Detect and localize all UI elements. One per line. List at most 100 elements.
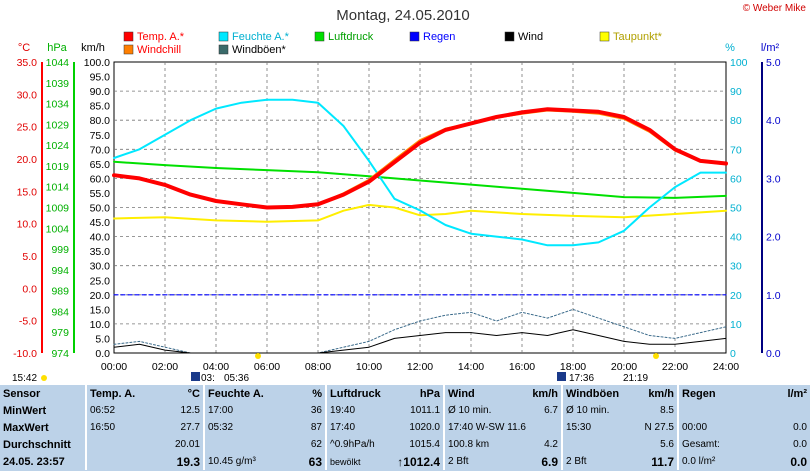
stats-cell: 00:00 bbox=[677, 419, 742, 436]
marker-time-3: 21:19 bbox=[623, 373, 648, 384]
stats-cell: 20.01 bbox=[174, 439, 200, 450]
press-tick-label: 1034 bbox=[46, 99, 70, 111]
stats-panel: Sensor Temp. A. °C Feuchte A. % Luftdruc… bbox=[0, 385, 810, 471]
stats-cell: 6.9 bbox=[541, 454, 558, 469]
wind-tick-label: 45.0 bbox=[90, 217, 111, 229]
series-line-windben bbox=[113, 308, 727, 354]
marker-time-sunrise: 15:42 bbox=[12, 373, 37, 384]
x-tick-label: 14:00 bbox=[458, 361, 484, 373]
sun-icon-left bbox=[41, 375, 47, 381]
stats-cell: 87 bbox=[310, 422, 322, 433]
stats-cell: 0.0 bbox=[790, 454, 807, 469]
stats-cell: 27.7 bbox=[180, 422, 200, 433]
wind-axis-header: km/h bbox=[81, 42, 105, 54]
stats-row-avg: Durchschnitt 20.01 62 ^0.9hPa/h 1015.4 1… bbox=[0, 436, 810, 453]
wind-tick-label: 80.0 bbox=[90, 115, 111, 127]
stats-cell: bewölkt bbox=[325, 453, 392, 470]
wind-tick-label: 40.0 bbox=[90, 232, 111, 244]
stats-cell: 6.7 bbox=[544, 405, 558, 416]
wind-tick-label: 0.0 bbox=[95, 348, 110, 360]
rain-tick-label: 1.0 bbox=[766, 290, 781, 302]
wind-tick-label: 50.0 bbox=[90, 203, 111, 215]
stats-header-cell: Windböen bbox=[561, 385, 628, 402]
stats-cell: 0.0 l/m² bbox=[677, 453, 742, 470]
temp-tick-label: 25.0 bbox=[17, 122, 38, 134]
stats-cell: 62 bbox=[310, 439, 322, 450]
legend: Temp. A.*Windchill Feuchte A.*Windböen* Lu… bbox=[123, 31, 663, 56]
temp-tick-label: 20.0 bbox=[17, 154, 38, 166]
stats-cell bbox=[742, 402, 810, 419]
stats-header-cell: Feuchte A. bbox=[203, 385, 276, 402]
stats-cell bbox=[85, 453, 156, 470]
press-tick-label: 1019 bbox=[46, 161, 70, 173]
press-tick-label: 984 bbox=[51, 306, 69, 318]
wind-tick-label: 100.0 bbox=[84, 57, 110, 69]
rain-tick-label: 3.0 bbox=[766, 173, 781, 185]
wind-tick-label: 10.0 bbox=[90, 319, 111, 331]
x-tick-label: 02:00 bbox=[152, 361, 178, 373]
hum-tick-label: 70 bbox=[730, 144, 742, 156]
x-tick-label: 04:00 bbox=[203, 361, 229, 373]
rain-tick-label: 2.0 bbox=[766, 232, 781, 244]
stats-header-row: Sensor Temp. A. °C Feuchte A. % Luftdruc… bbox=[0, 385, 810, 402]
press-tick-label: 1009 bbox=[46, 203, 70, 215]
wind-tick-label: 95.0 bbox=[90, 72, 111, 84]
x-tick-label: 24:00 bbox=[713, 361, 739, 373]
right-edge-strip bbox=[797, 40, 810, 380]
stats-cell: 8.5 bbox=[660, 405, 674, 416]
stats-header-cell: Luftdruck bbox=[325, 385, 392, 402]
hum-tick-label: 90 bbox=[730, 86, 742, 98]
temp-tick-label: -5.0 bbox=[19, 316, 37, 328]
series-line-taupunkt bbox=[113, 203, 727, 223]
stats-header-cell: Wind bbox=[443, 385, 512, 402]
rain-tick-label: 4.0 bbox=[766, 115, 781, 127]
hum-tick-label: 50 bbox=[730, 203, 742, 215]
series-layer bbox=[112, 98, 728, 354]
marker-tick-03: 03: bbox=[201, 373, 215, 384]
x-tick-label: 08:00 bbox=[305, 361, 331, 373]
stats-cell: 06:52 bbox=[85, 402, 156, 419]
moon-icon-1 bbox=[191, 372, 200, 381]
stats-cell: Ø 10 min. bbox=[443, 402, 512, 419]
stats-cell: 36 bbox=[310, 405, 322, 416]
legend-swatch bbox=[218, 44, 229, 55]
stats-cell: Gesamt: bbox=[677, 436, 742, 453]
moon-icon-2 bbox=[557, 372, 566, 381]
marker-time-1: 05:36 bbox=[224, 373, 249, 384]
rain-tick-label: 0.0 bbox=[766, 348, 781, 360]
press-tick-label: 994 bbox=[51, 265, 69, 277]
x-tick-label: 12:00 bbox=[407, 361, 433, 373]
hum-tick-label: 80 bbox=[730, 115, 742, 127]
temp-tick-label: 15.0 bbox=[17, 186, 38, 198]
stats-header-cell: Regen bbox=[677, 385, 742, 402]
credit-label: © Weber Mike bbox=[743, 3, 807, 14]
press-axis-header: hPa bbox=[47, 42, 67, 54]
temp-tick-label: 0.0 bbox=[22, 283, 37, 295]
wind-tick-label: 75.0 bbox=[90, 130, 111, 142]
temp-tick-label: 10.0 bbox=[17, 219, 38, 231]
stats-cell: 10.45 g/m³ bbox=[203, 453, 276, 470]
stats-header-cell: hPa bbox=[419, 387, 440, 400]
wind-tick-label: 35.0 bbox=[90, 246, 111, 258]
series-line-wind bbox=[113, 329, 727, 354]
stats-row-min: MinWert 06:52 12.5 17:00 36 19:40 1011.1… bbox=[0, 402, 810, 419]
hum-tick-label: 100 bbox=[730, 57, 748, 69]
stats-header-cell: Sensor bbox=[3, 387, 41, 400]
hum-tick-label: 30 bbox=[730, 261, 742, 273]
stats-cell: N 27.5 bbox=[644, 422, 674, 433]
stats-cell bbox=[561, 436, 628, 453]
sun-icon-right bbox=[653, 353, 659, 359]
wind-tick-label: 90.0 bbox=[90, 86, 111, 98]
legend-label: Luftdruck bbox=[328, 31, 374, 43]
stats-cell: 1020.0 bbox=[409, 422, 440, 433]
wind-tick-label: 70.0 bbox=[90, 144, 111, 156]
legend-label: Wind bbox=[518, 31, 543, 43]
hum-tick-label: 60 bbox=[730, 173, 742, 185]
stats-cell: 4.2 bbox=[544, 439, 558, 450]
hum-tick-label: 10 bbox=[730, 319, 742, 331]
legend-swatch bbox=[504, 31, 515, 42]
series-line-tempa bbox=[112, 107, 728, 210]
stats-cell bbox=[203, 436, 276, 453]
press-tick-label: 974 bbox=[51, 348, 69, 360]
x-tick-label: 22:00 bbox=[662, 361, 688, 373]
